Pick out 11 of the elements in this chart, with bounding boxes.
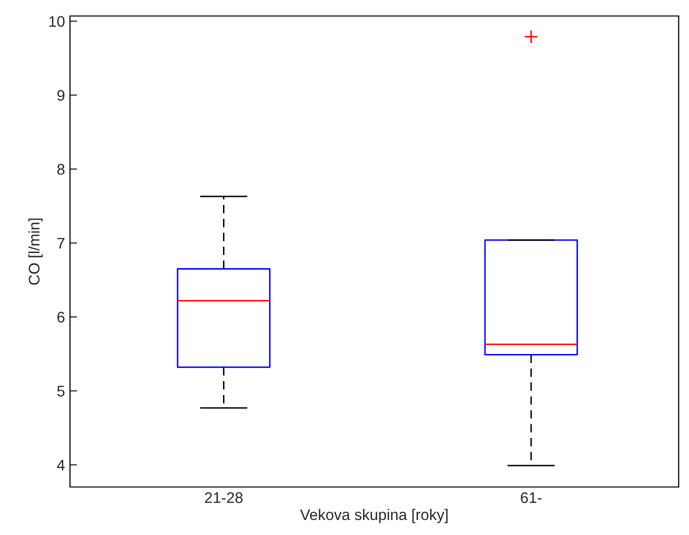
x-tick-label: 61- [520, 492, 542, 504]
y-tick-label: 4 [56, 460, 65, 470]
x-tick-label: 21-28 [204, 492, 243, 504]
x-axis-title: Vekova skupina [roky] [300, 508, 448, 524]
y-tick-label: 7 [57, 238, 64, 249]
y-tick-label: 5 [57, 386, 64, 397]
y-tick-label: 10 [49, 16, 65, 27]
y-axis-title: CO [l/min] [28, 218, 43, 285]
y-tick-label: 6 [57, 312, 64, 323]
y-tick-label: 9 [57, 90, 64, 101]
y-tick-label: 8 [57, 164, 64, 175]
